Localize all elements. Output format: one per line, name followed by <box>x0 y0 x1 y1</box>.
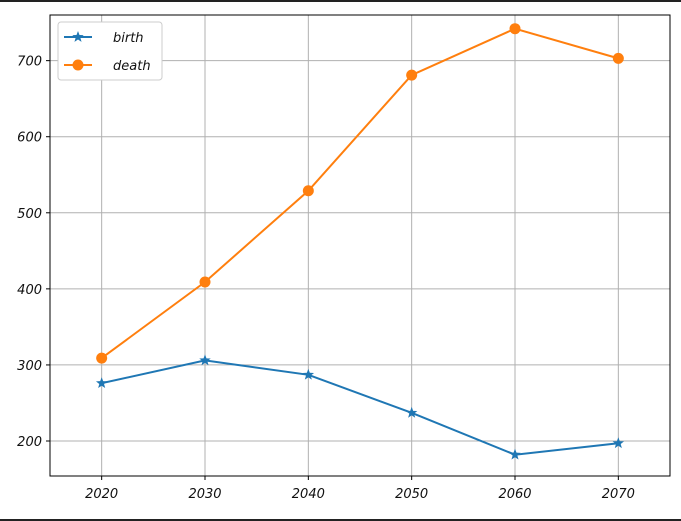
series <box>95 23 625 460</box>
series-birth <box>95 354 625 460</box>
death-point <box>406 69 418 81</box>
x-tick-label: 2070 <box>602 487 635 502</box>
legend-birth-marker <box>72 31 84 42</box>
x-tick-label: 2030 <box>188 487 221 502</box>
x-tick-label: 2060 <box>498 487 531 502</box>
birth-point <box>199 354 211 366</box>
death-point <box>302 185 314 197</box>
death-point <box>509 23 521 35</box>
grid <box>50 15 670 476</box>
death-point <box>96 352 108 364</box>
x-tick-label: 2050 <box>395 487 428 502</box>
legend: birth death <box>57 21 163 81</box>
death-point <box>612 52 624 64</box>
birth-point <box>509 448 521 460</box>
birth-line <box>101 359 619 456</box>
death-point <box>199 276 211 288</box>
x-tick-label: 2020 <box>85 487 118 502</box>
y-tick-label: 600 <box>17 131 42 146</box>
y-tick-label: 400 <box>17 283 42 298</box>
birth-point <box>612 437 625 449</box>
series-death <box>96 23 624 364</box>
x-tick-label: 2040 <box>292 487 325 502</box>
y-tick-label: 700 <box>17 55 42 70</box>
y-tick-label: 200 <box>17 435 42 450</box>
ticks: 2020 2030 2040 2050 2060 2070 200 300 400 500 600 7… <box>17 55 635 502</box>
legend-death-label: death <box>113 59 151 74</box>
y-tick-label: 300 <box>17 359 42 374</box>
birth-point <box>95 377 108 389</box>
death-line <box>101 27 619 359</box>
legend-death-marker <box>72 59 84 71</box>
legend-birth-label: birth <box>113 31 144 46</box>
axes-border <box>49 14 671 477</box>
birth-point <box>302 368 315 380</box>
birth-point <box>405 406 418 418</box>
y-tick-label: 500 <box>17 207 42 222</box>
